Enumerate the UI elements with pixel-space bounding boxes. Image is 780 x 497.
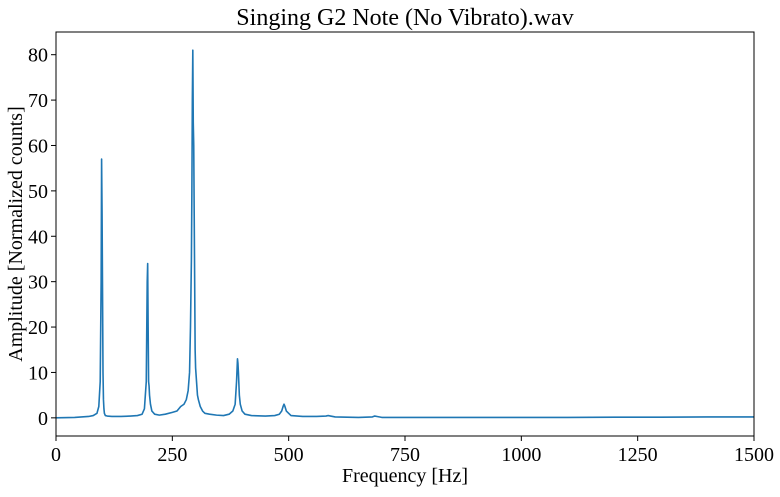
x-tick-label: 500 bbox=[274, 444, 304, 466]
y-tick-label: 30 bbox=[28, 272, 48, 294]
y-tick-label: 70 bbox=[28, 90, 48, 112]
y-tick-label: 80 bbox=[28, 45, 48, 67]
chart-title: Singing G2 Note (No Vibrato).wav bbox=[236, 5, 573, 31]
y-tick-label: 60 bbox=[28, 135, 48, 157]
series-line bbox=[55, 49, 754, 419]
y-tick-label: 20 bbox=[28, 317, 48, 339]
x-axis: 0 250 500 750 1000 1250 1500 bbox=[51, 436, 774, 466]
y-tick-label: 0 bbox=[38, 408, 48, 430]
y-axis-label: Amplitude [Normalized counts] bbox=[5, 106, 27, 362]
x-axis-label: Frequency [Hz] bbox=[342, 465, 468, 487]
y-tick-label: 40 bbox=[28, 226, 48, 248]
y-axis: 0 10 20 30 40 50 60 70 80 bbox=[28, 45, 56, 430]
x-tick-label: 750 bbox=[390, 444, 420, 466]
x-tick-label: 0 bbox=[51, 444, 61, 466]
y-tick-label: 10 bbox=[28, 362, 48, 384]
x-tick-label: 250 bbox=[157, 444, 187, 466]
x-tick-label: 1000 bbox=[501, 444, 541, 466]
x-tick-label: 1250 bbox=[618, 444, 658, 466]
x-tick-label: 1500 bbox=[734, 444, 774, 466]
y-tick-label: 50 bbox=[28, 181, 48, 203]
